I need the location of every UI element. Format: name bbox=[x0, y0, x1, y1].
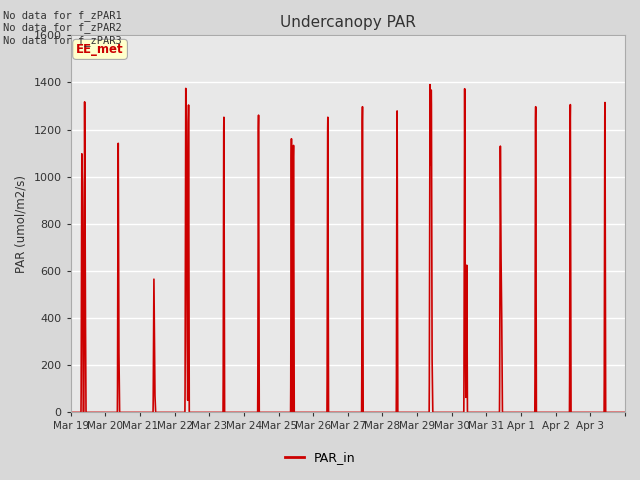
Legend: PAR_in: PAR_in bbox=[280, 446, 360, 469]
Y-axis label: PAR (umol/m2/s): PAR (umol/m2/s) bbox=[15, 175, 28, 273]
Text: No data for f_zPAR1
No data for f_zPAR2
No data for f_zPAR3: No data for f_zPAR1 No data for f_zPAR2 … bbox=[3, 10, 122, 46]
Text: EE_met: EE_met bbox=[76, 43, 124, 56]
Title: Undercanopy PAR: Undercanopy PAR bbox=[280, 15, 416, 30]
